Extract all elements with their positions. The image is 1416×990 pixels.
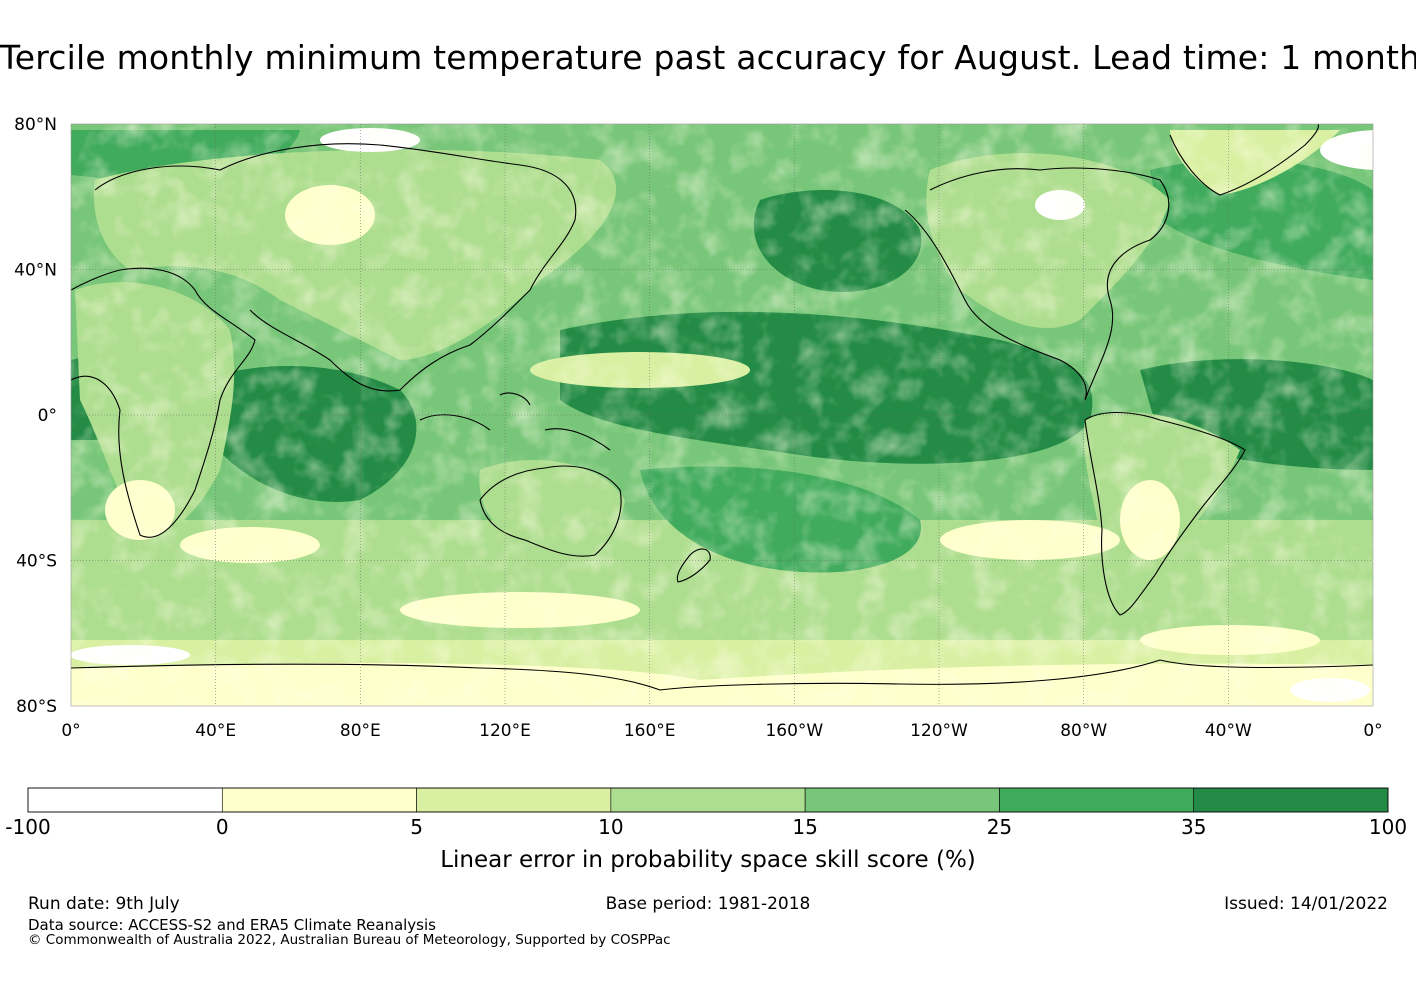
map-title: Tercile monthly minimum temperature past… bbox=[0, 38, 1416, 77]
colorbar-tick-label: 15 bbox=[792, 815, 817, 839]
coastline-south-america bbox=[1084, 412, 1246, 616]
colorbar-outline bbox=[27, 787, 1389, 813]
coastline-australia bbox=[479, 465, 622, 557]
colorbar-segment bbox=[999, 787, 1195, 813]
colorbar-tick-label: 0 bbox=[216, 815, 229, 839]
map-field bbox=[71, 124, 1373, 706]
colorbar-tick-labels: -100 0 5 10 15 25 35 100 bbox=[5, 815, 1407, 839]
lon-label: 0° bbox=[1363, 721, 1382, 741]
lon-label: 0° bbox=[61, 721, 80, 741]
lon-label: 120°E bbox=[479, 721, 531, 741]
colorbar-segments bbox=[27, 787, 1389, 813]
colorbar-tick-label: 100 bbox=[1369, 815, 1407, 839]
coastline-africa-europe bbox=[71, 267, 256, 538]
colorbar-label: Linear error in probability space skill … bbox=[440, 847, 976, 873]
lat-label: 40°N bbox=[14, 261, 57, 281]
coastline-new-zealand bbox=[676, 548, 711, 583]
lon-label: 80°E bbox=[340, 721, 381, 741]
colorbar-segment bbox=[27, 787, 223, 813]
coastline-eurasia bbox=[94, 143, 577, 392]
coastline-greenland bbox=[1169, 124, 1319, 196]
lat-label: 80°S bbox=[16, 697, 57, 717]
issued-date: Issued: 14/01/2022 bbox=[1224, 894, 1388, 914]
base-period: Base period: 1981-2018 bbox=[605, 894, 811, 914]
colorbar-segment bbox=[610, 787, 806, 813]
coastline-antarctica bbox=[71, 659, 1373, 691]
colorbar-tick-label: 5 bbox=[410, 815, 423, 839]
colorbar-segment bbox=[1193, 787, 1389, 813]
colorbar-tick-label: 25 bbox=[987, 815, 1012, 839]
lat-label: 80°N bbox=[14, 115, 57, 135]
lon-label: 40°E bbox=[195, 721, 236, 741]
colorbar-segment bbox=[221, 787, 417, 813]
colorbar-tick-label: 35 bbox=[1181, 815, 1206, 839]
longitude-labels: 0° 40°E 80°E 120°E 160°E 160°W 120°W 80°W 40°W 0° bbox=[61, 721, 1382, 741]
gridlines bbox=[71, 124, 1373, 706]
coastline-maritime-continent bbox=[419, 392, 611, 451]
coastlines bbox=[71, 124, 1373, 691]
lon-label: 160°W bbox=[765, 721, 823, 741]
colorbar-segment bbox=[804, 787, 1000, 813]
lon-label: 120°W bbox=[910, 721, 968, 741]
run-date: Run date: 9th July bbox=[28, 894, 180, 914]
lon-label: 160°E bbox=[624, 721, 676, 741]
colorbar: -100 0 5 10 15 25 35 100 bbox=[5, 787, 1407, 839]
lon-label: 40°W bbox=[1205, 721, 1252, 741]
colorbar-segment bbox=[416, 787, 612, 813]
lon-label: 80°W bbox=[1060, 721, 1107, 741]
latitude-labels: 80°N 40°N 0° 40°S 80°S bbox=[14, 115, 57, 717]
colorbar-tick-label: 10 bbox=[598, 815, 623, 839]
data-source: Data source: ACCESS-S2 and ERA5 Climate … bbox=[28, 916, 436, 934]
skill-score-map: 80°N 40°N 0° 40°S 80°S 0° 40°E 80°E 120°E 160°E 1… bbox=[14, 115, 1383, 741]
lat-label: 0° bbox=[38, 406, 57, 426]
lat-label: 40°S bbox=[16, 552, 57, 572]
colorbar-tick-label: -100 bbox=[5, 815, 50, 839]
coastline-north-america bbox=[904, 167, 1170, 401]
copyright: © Commonwealth of Australia 2022, Austra… bbox=[28, 932, 671, 948]
